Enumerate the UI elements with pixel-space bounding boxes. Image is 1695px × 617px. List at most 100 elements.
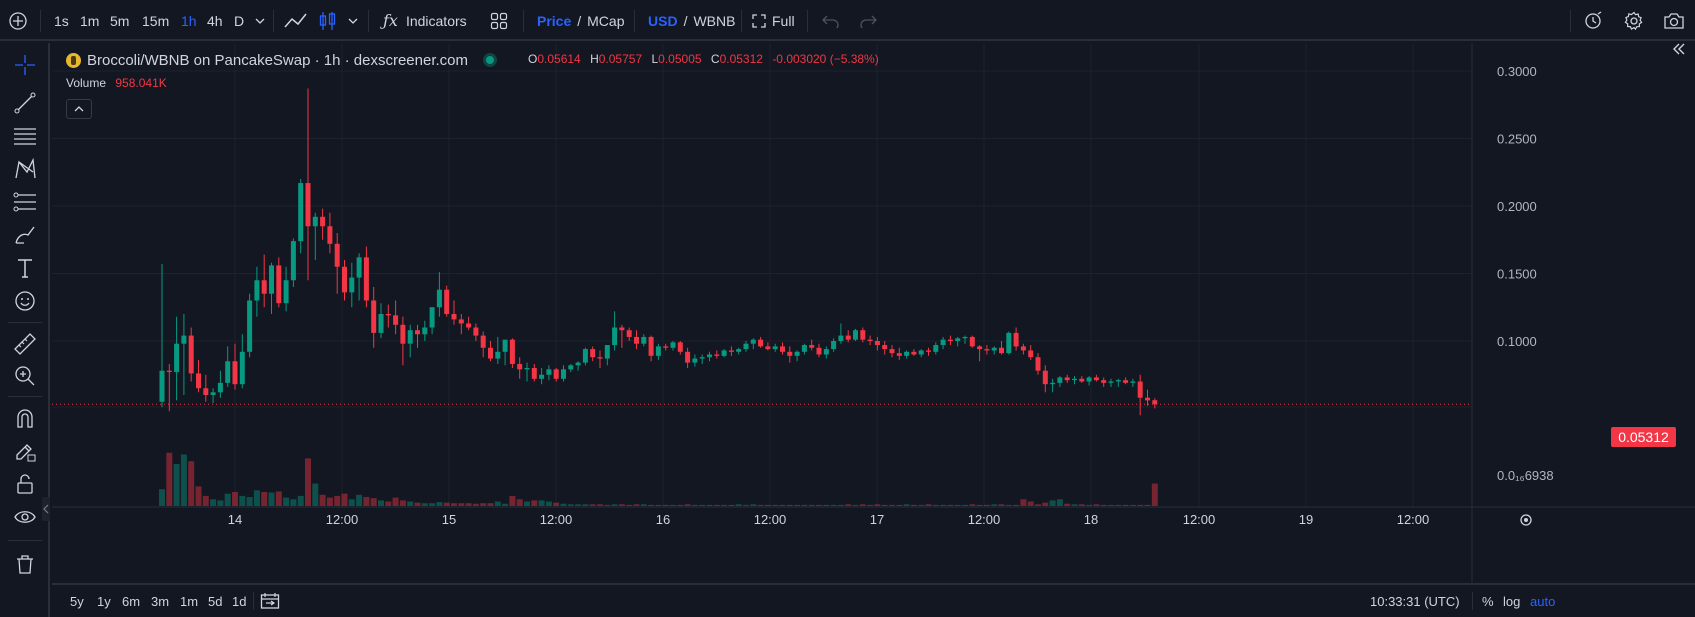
- wbnb-toggle[interactable]: WBNB: [693, 12, 736, 29]
- timeframe-1d[interactable]: D: [234, 12, 245, 29]
- candles-icon[interactable]: [319, 0, 337, 41]
- volume-bar: [910, 504, 917, 506]
- volume-bar: [407, 501, 414, 506]
- horizontal-lines-icon[interactable]: [10, 121, 40, 151]
- utc-clock[interactable]: 10:33:31 (UTC): [1370, 593, 1460, 609]
- zoom-in-icon[interactable]: [10, 361, 40, 391]
- range-1y[interactable]: 1y: [97, 593, 111, 609]
- brush-icon[interactable]: [10, 220, 40, 250]
- ohlc-low-label: L: [651, 52, 659, 66]
- slash-separator: /: [683, 12, 688, 29]
- price-axis-tick: 0.2500: [1497, 132, 1537, 147]
- volume-bar: [414, 502, 421, 506]
- volume-bar: [816, 504, 822, 506]
- line-chart-icon[interactable]: [283, 0, 311, 41]
- price-toggle[interactable]: Price: [537, 12, 572, 29]
- collapse-toolbar-icon[interactable]: [42, 497, 50, 521]
- candle-body: [232, 361, 238, 385]
- range-5d[interactable]: 5d: [208, 593, 223, 609]
- chevron-up-icon: [74, 106, 84, 112]
- candle-body: [977, 346, 983, 350]
- candle-body: [196, 373, 201, 389]
- quick-search-icon[interactable]: [1584, 0, 1604, 41]
- text-tool-icon[interactable]: [10, 253, 40, 283]
- collapse-legend-button[interactable]: [66, 99, 92, 119]
- ohlc-close-label: C: [710, 52, 720, 66]
- candle-body: [904, 351, 910, 356]
- candle-body: [1072, 378, 1077, 381]
- volume-bar: [1035, 504, 1041, 506]
- timeframe-1s[interactable]: 1s: [54, 12, 69, 29]
- volume-bar: [502, 503, 509, 506]
- chart-type-dropdown-icon[interactable]: [348, 0, 358, 41]
- magnet-icon[interactable]: [10, 403, 40, 433]
- timeframe-5m[interactable]: 5m: [110, 12, 130, 29]
- candle-body: [962, 336, 968, 339]
- lock-drawings-icon[interactable]: [10, 436, 40, 466]
- trend-line-icon[interactable]: [10, 88, 40, 118]
- range-5y[interactable]: 5y: [70, 593, 84, 609]
- camera-icon[interactable]: [1663, 0, 1685, 41]
- fullscreen-button[interactable]: Full: [752, 0, 795, 41]
- settings-gear-icon[interactable]: [1624, 0, 1644, 41]
- timeframe-4h[interactable]: 4h: [207, 12, 223, 29]
- percent-scale-toggle[interactable]: %: [1482, 593, 1494, 609]
- candle-body: [685, 351, 691, 363]
- range-1d[interactable]: 1d: [232, 593, 247, 609]
- usd-toggle[interactable]: USD: [648, 12, 678, 29]
- price-scale-settings-icon[interactable]: [1520, 514, 1532, 526]
- candle-body: [283, 280, 289, 304]
- timeframe-1m[interactable]: 1m: [80, 12, 100, 29]
- candle-body: [831, 341, 837, 350]
- volume-bar: [830, 504, 837, 506]
- trash-icon[interactable]: [10, 549, 40, 579]
- pattern-icon[interactable]: [10, 154, 40, 184]
- candle-body: [860, 330, 866, 340]
- volume-bar: [867, 504, 874, 506]
- range-1m[interactable]: 1m: [180, 593, 199, 609]
- log-scale-toggle[interactable]: log: [1503, 593, 1521, 609]
- volume-bar: [538, 500, 545, 506]
- time-axis-tick: 15: [442, 512, 456, 527]
- candle-body: [225, 361, 231, 383]
- timeframe-15m[interactable]: 15m: [142, 12, 170, 29]
- volume-bar: [794, 504, 801, 506]
- price-mcap-toggle[interactable]: Price / MCap: [537, 0, 625, 41]
- candle-body: [1093, 377, 1099, 381]
- candle-body: [670, 342, 676, 348]
- candle-body: [780, 346, 785, 352]
- price-chart[interactable]: 0.3000 0.2500 0.2000 0.1500 0.1000 0.0₁₆6938 1…: [52, 43, 1695, 583]
- layouts-icon[interactable]: [490, 0, 508, 41]
- redo-icon[interactable]: [859, 0, 877, 41]
- volume-bar: [1020, 499, 1027, 506]
- auto-scale-toggle[interactable]: auto: [1530, 593, 1556, 609]
- mcap-toggle[interactable]: MCap: [587, 12, 625, 29]
- indicators-button[interactable]: ƒx Indicators: [383, 0, 467, 41]
- crosshair-icon[interactable]: [10, 50, 40, 80]
- emoji-icon[interactable]: [10, 286, 40, 316]
- volume-bar: [188, 461, 195, 506]
- candle-body: [385, 314, 391, 316]
- volume-bar: [465, 503, 472, 506]
- candle-body: [451, 314, 457, 320]
- range-6m[interactable]: 6m: [122, 593, 141, 609]
- eye-icon[interactable]: [10, 502, 40, 532]
- timeframe-dropdown-icon[interactable]: [255, 0, 265, 41]
- ruler-icon[interactable]: [10, 329, 40, 359]
- volume-value: 958.041K: [115, 76, 167, 90]
- range-3m[interactable]: 3m: [151, 593, 170, 609]
- symbol-title[interactable]: Broccoli/WBNB on PancakeSwap · 1h · dexs…: [87, 51, 468, 69]
- timeframe-1h[interactable]: 1h: [181, 12, 197, 29]
- candle-body: [1137, 381, 1143, 398]
- fib-retracement-icon[interactable]: [10, 187, 40, 217]
- candle-body: [604, 345, 610, 359]
- volume-bar: [889, 504, 895, 506]
- candle-body: [765, 346, 771, 350]
- currency-toggle[interactable]: USD / WBNB: [648, 0, 735, 41]
- expand-right-panel-icon[interactable]: [1666, 40, 1692, 58]
- undo-icon[interactable]: [822, 0, 840, 41]
- volume-bar: [1027, 501, 1034, 506]
- go-to-date-icon[interactable]: [260, 585, 280, 617]
- lock-icon[interactable]: [10, 469, 40, 499]
- add-symbol-icon[interactable]: [7, 0, 29, 41]
